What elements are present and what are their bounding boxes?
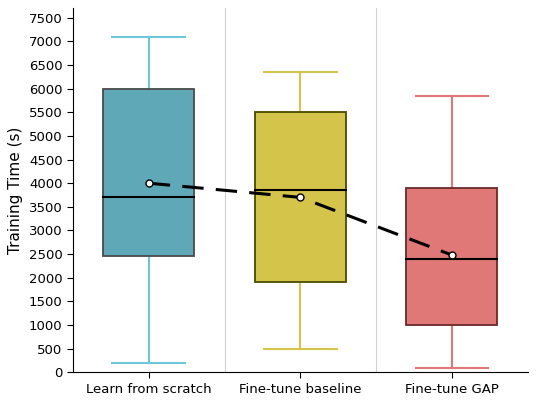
- Bar: [255, 112, 346, 282]
- Y-axis label: Training Time (s): Training Time (s): [9, 126, 24, 254]
- Bar: [406, 188, 497, 325]
- Bar: [103, 89, 194, 257]
